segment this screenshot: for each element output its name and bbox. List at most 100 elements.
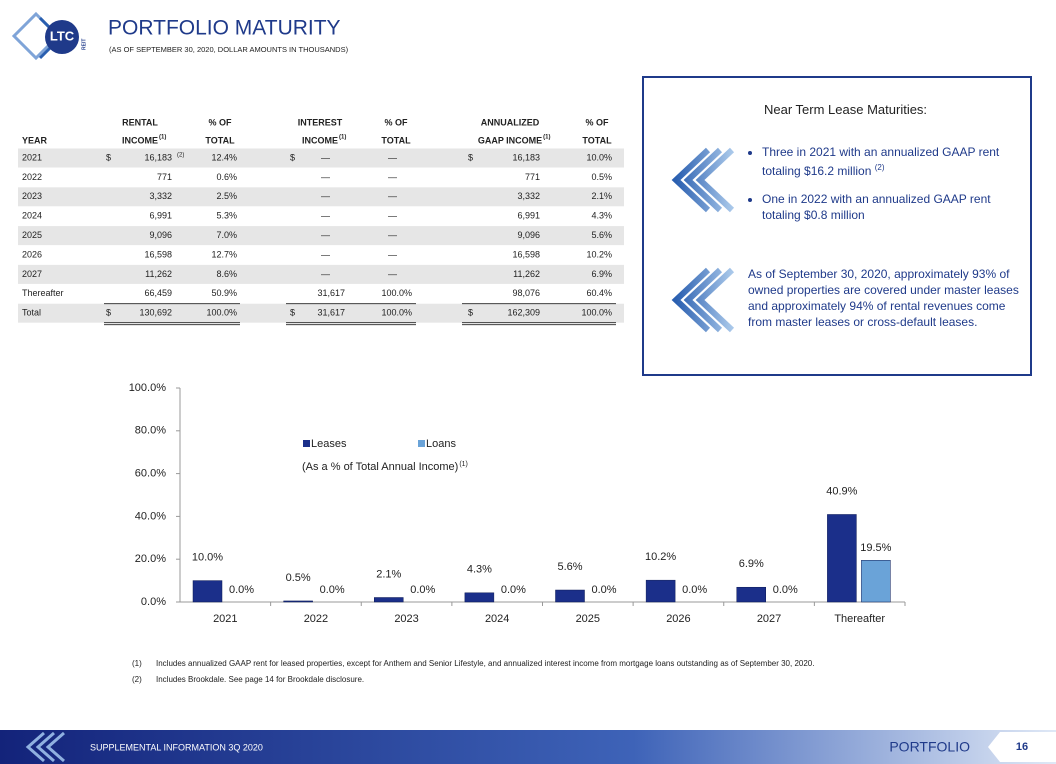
y-tick-label: 20.0% xyxy=(135,553,166,565)
column-header: YEAR xyxy=(22,135,48,145)
table-cell: — xyxy=(388,152,397,162)
annotation: (As a % of Total Annual Income) xyxy=(302,461,458,473)
chart: 0.0% 20.0% 40.0% 60.0% 80.0% 100.0% 2021 10.0% 0… xyxy=(129,382,906,625)
table-cell: 98,076 xyxy=(512,288,540,298)
bullet-text: Three in 2021 with an annualized GAAP re… xyxy=(762,145,1000,178)
column-header: TOTAL xyxy=(205,135,235,145)
y-tick-label: 0.0% xyxy=(141,596,166,608)
table-cell: — xyxy=(321,230,330,240)
table-cell: — xyxy=(321,249,330,259)
table-cell: 0.5% xyxy=(591,172,612,182)
table-cell: — xyxy=(321,269,330,279)
table-cell: $ xyxy=(106,308,111,318)
table-cell: Total xyxy=(22,308,41,318)
page-tab xyxy=(988,732,1056,762)
x-tick-label: 2023 xyxy=(394,613,418,625)
callout-heading: Near Term Lease Maturities: xyxy=(764,102,928,117)
table-cell: 100.0% xyxy=(381,308,412,318)
bar xyxy=(464,592,495,603)
column-header: INCOME xyxy=(122,135,158,145)
table-cell: 100.0% xyxy=(381,288,412,298)
table-cell: $ xyxy=(468,152,473,162)
bullet-text: One in 2022 with an annualized GAAP rent… xyxy=(762,192,991,222)
table-cell: 2026 xyxy=(22,249,42,259)
bullet: One in 2022 with an annualized GAAP rent… xyxy=(762,191,1028,223)
column-header: ANNUALIZED xyxy=(481,117,540,127)
value-label: 0.0% xyxy=(682,584,707,596)
table-cell: 2027 xyxy=(22,269,42,279)
header-note: (1) xyxy=(159,135,166,141)
table-cell: 66,459 xyxy=(144,288,172,298)
table-cell: 162,309 xyxy=(507,308,540,318)
legend-label: Loans xyxy=(426,438,456,450)
table-cell: 12.7% xyxy=(211,249,237,259)
table-cell: Thereafter xyxy=(22,288,64,298)
table-cell: 130,692 xyxy=(139,308,172,318)
y-tick-label: 40.0% xyxy=(135,510,166,522)
row-shade xyxy=(18,187,624,207)
legend-swatch xyxy=(303,440,310,447)
footer-text: SUPPLEMENTAL INFORMATION 3Q 2020 xyxy=(90,742,263,752)
value-label: 0.0% xyxy=(773,584,798,596)
annotation-note: (1) xyxy=(459,461,468,468)
value-label: 0.5% xyxy=(286,572,311,584)
column-header: INTEREST xyxy=(298,117,343,127)
value-label: 5.6% xyxy=(557,561,582,573)
table-cell: 11,262 xyxy=(145,269,172,279)
table-cell: 16,598 xyxy=(512,249,540,259)
y-tick-label: 60.0% xyxy=(135,468,166,480)
row-note: (2) xyxy=(177,153,184,159)
footer-band xyxy=(0,730,1056,764)
table-cell: 771 xyxy=(157,172,172,182)
value-label: 6.9% xyxy=(739,558,764,570)
table-cell: 31,617 xyxy=(317,308,345,318)
column-header: GAAP INCOME xyxy=(478,135,542,145)
value-label: 0.0% xyxy=(591,584,616,596)
footnote-marker: (1) xyxy=(132,659,142,668)
column-header: % OF xyxy=(208,117,232,127)
callout-icons xyxy=(671,147,735,333)
table-cell: 771 xyxy=(525,172,540,182)
title: PORTFOLIO MATURITY xyxy=(108,17,341,40)
table-cell: — xyxy=(321,172,330,182)
table-cell: 100.0% xyxy=(206,308,237,318)
table-cell: 5.3% xyxy=(216,211,237,221)
x-tick-label: 2027 xyxy=(757,613,781,625)
table-cell: $ xyxy=(290,308,295,318)
row-shade xyxy=(18,148,624,168)
value-label: 19.5% xyxy=(860,542,891,554)
table-cell: 4.3% xyxy=(591,211,612,221)
bar xyxy=(283,600,313,603)
table-cell: $ xyxy=(290,152,295,162)
table-cell: 100.0% xyxy=(581,308,612,318)
legend-swatch xyxy=(418,440,425,447)
callout-paragraph: As of September 30, 2020, approximately … xyxy=(748,267,1019,329)
table-cell: $ xyxy=(468,308,473,318)
footnote-text: Includes Brookdale. See page 14 for Broo… xyxy=(156,675,365,684)
logo-text: LTC xyxy=(50,28,75,43)
callout-bullets: Three in 2021 with an annualized GAAP re… xyxy=(748,144,1028,235)
footnote: (1) Includes annualized GAAP rent for lea… xyxy=(132,656,814,672)
x-tick-label: 2024 xyxy=(485,613,509,625)
table-cell: 31,617 xyxy=(317,288,345,298)
table-cell: — xyxy=(388,230,397,240)
table-cell: 2021 xyxy=(22,152,42,162)
column-header: % OF xyxy=(384,117,408,127)
column-header: INCOME xyxy=(302,135,338,145)
footer-section: PORTFOLIO xyxy=(889,739,970,755)
table-cell: 16,598 xyxy=(144,249,172,259)
value-label: 40.9% xyxy=(826,485,857,497)
table-cell: 6.9% xyxy=(591,269,612,279)
table-cell: 16,183 xyxy=(512,152,540,162)
bullet: Three in 2021 with an annualized GAAP re… xyxy=(762,144,1028,179)
x-tick-label: 2025 xyxy=(576,613,600,625)
column-header: TOTAL xyxy=(582,135,612,145)
table-cell: — xyxy=(321,191,330,201)
table-cell: 50.9% xyxy=(211,288,237,298)
x-tick-label: Thereafter xyxy=(834,613,885,625)
table-cell: 2.5% xyxy=(216,191,237,201)
table-cell: 7.0% xyxy=(216,230,237,240)
legend-label: Leases xyxy=(311,438,347,450)
